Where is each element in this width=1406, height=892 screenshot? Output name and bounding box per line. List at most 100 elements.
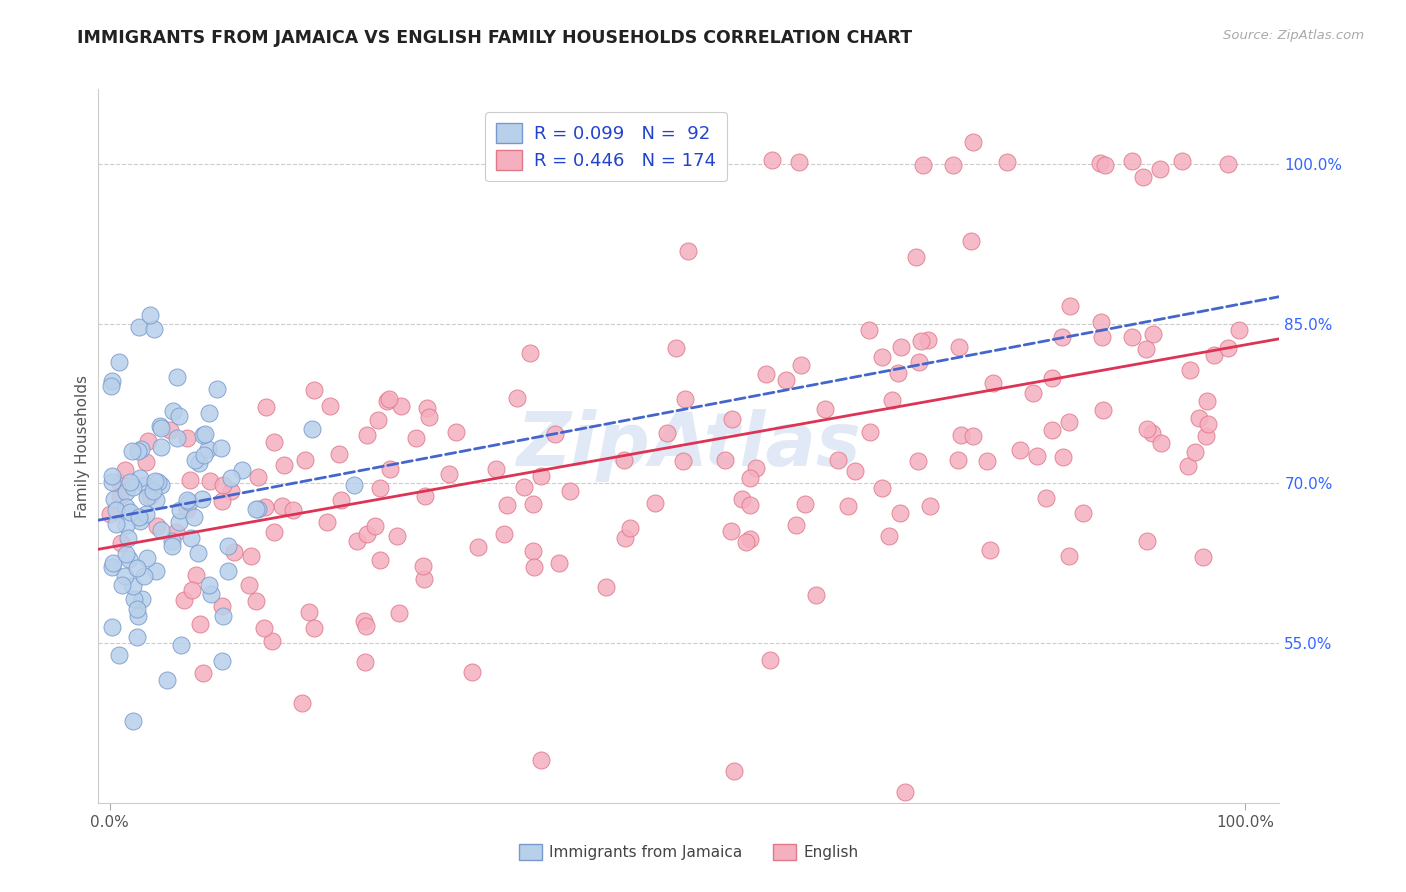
Point	[294, 453, 316, 467]
Point	[107, 355, 129, 369]
Point	[101, 620, 124, 634]
Point	[166, 431, 188, 445]
Point	[522, 497, 544, 511]
Point	[198, 406, 221, 420]
Point	[1188, 411, 1211, 425]
Point	[211, 494, 233, 508]
Point	[519, 346, 541, 360]
Point	[418, 410, 440, 425]
Point	[946, 452, 969, 467]
Point	[173, 592, 195, 607]
Point	[1197, 394, 1219, 409]
Point	[159, 424, 181, 438]
Point	[644, 496, 666, 510]
Point	[217, 539, 239, 553]
Point	[136, 551, 159, 566]
Point	[139, 308, 162, 322]
Text: Source: ZipAtlas.com: Source: ZipAtlas.com	[1223, 29, 1364, 43]
Point	[380, 462, 402, 476]
Point	[101, 557, 124, 571]
Point	[212, 609, 235, 624]
Point	[198, 578, 221, 592]
Point	[160, 539, 183, 553]
Point	[907, 355, 929, 369]
Point	[188, 617, 211, 632]
Point	[149, 419, 172, 434]
Point	[98, 508, 121, 522]
Point	[219, 471, 242, 485]
Point	[1026, 450, 1049, 464]
Point	[641, 153, 664, 168]
Point	[368, 481, 391, 495]
Point	[127, 444, 149, 458]
Point	[1171, 153, 1194, 168]
Point	[1135, 343, 1157, 357]
Point	[547, 557, 569, 571]
Point	[960, 234, 983, 248]
Point	[905, 250, 928, 264]
Point	[328, 447, 350, 461]
Point	[101, 475, 124, 490]
Point	[1035, 491, 1057, 506]
Point	[111, 578, 134, 592]
Point	[1057, 415, 1080, 429]
Point	[1040, 371, 1063, 385]
Point	[368, 552, 391, 566]
Point	[364, 518, 387, 533]
Point	[191, 666, 214, 681]
Point	[636, 153, 658, 168]
Point	[146, 475, 169, 489]
Point	[176, 431, 198, 445]
Point	[181, 582, 204, 597]
Point	[128, 319, 150, 334]
Point	[217, 564, 239, 578]
Point	[496, 498, 519, 512]
Point	[346, 534, 368, 549]
Point	[485, 461, 508, 475]
Point	[827, 452, 849, 467]
Point	[437, 467, 460, 481]
Point	[1094, 158, 1116, 172]
Point	[117, 532, 139, 546]
Point	[595, 580, 617, 594]
Point	[673, 392, 696, 407]
Point	[219, 483, 242, 498]
Point	[193, 428, 215, 442]
Point	[962, 428, 984, 442]
Legend: Immigrants from Jamaica, English: Immigrants from Jamaica, English	[513, 838, 865, 866]
Point	[150, 440, 173, 454]
Point	[193, 448, 215, 462]
Point	[143, 475, 166, 489]
Point	[180, 531, 202, 545]
Point	[281, 503, 304, 517]
Point	[738, 471, 761, 485]
Point	[523, 560, 546, 574]
Point	[156, 673, 179, 687]
Point	[377, 392, 399, 406]
Point	[298, 606, 321, 620]
Point	[918, 499, 941, 513]
Point	[256, 400, 278, 414]
Point	[522, 543, 544, 558]
Point	[100, 374, 122, 388]
Point	[138, 489, 160, 503]
Point	[114, 500, 136, 514]
Point	[1132, 169, 1154, 184]
Point	[388, 606, 411, 620]
Point	[115, 547, 138, 561]
Point	[114, 462, 136, 476]
Point	[910, 334, 932, 348]
Point	[135, 507, 157, 521]
Point	[107, 648, 129, 663]
Point	[222, 545, 245, 559]
Point	[814, 401, 837, 416]
Point	[103, 491, 125, 506]
Point	[1195, 429, 1218, 443]
Point	[115, 484, 138, 499]
Point	[191, 492, 214, 507]
Point	[506, 391, 529, 405]
Point	[1071, 506, 1094, 520]
Point	[619, 521, 641, 535]
Point	[1150, 435, 1173, 450]
Point	[104, 502, 127, 516]
